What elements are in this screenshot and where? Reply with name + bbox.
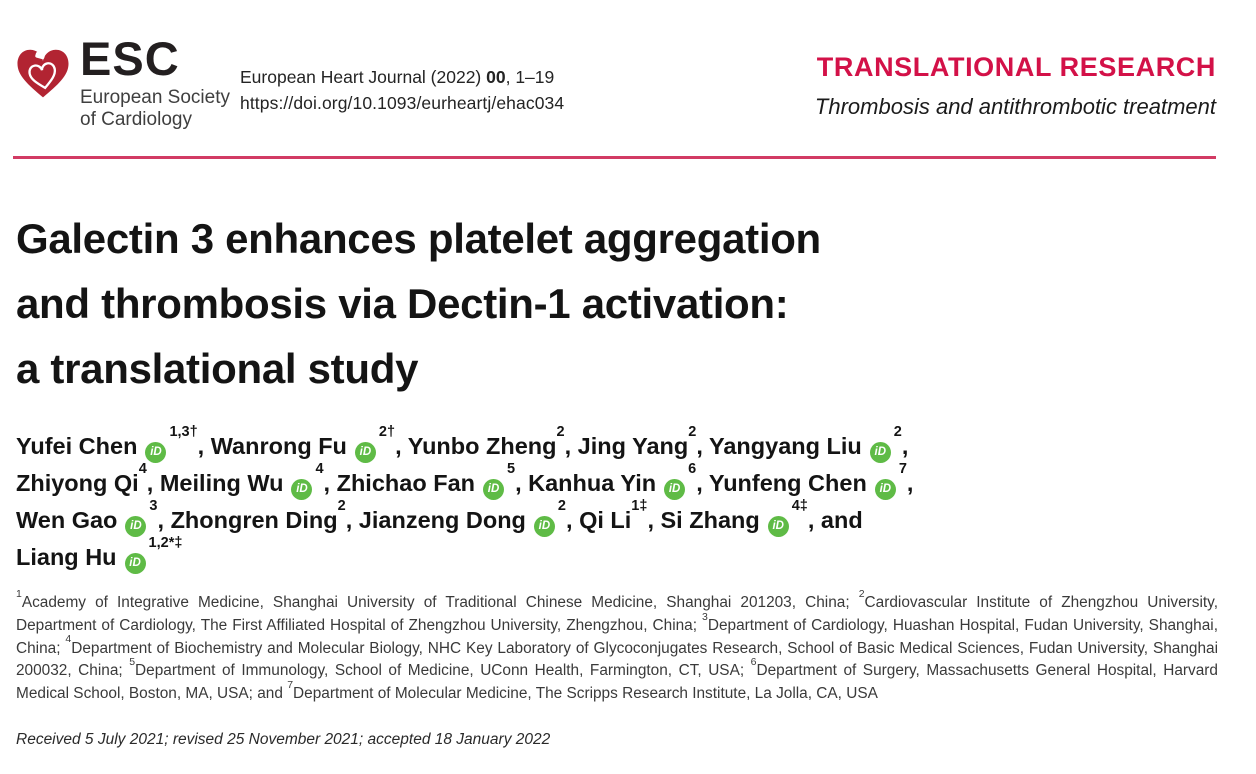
author-name: Liang Hu (16, 544, 117, 570)
affiliations: 1Academy of Integrative Medicine, Shangh… (16, 589, 1219, 706)
affiliation-text: Academy of Integrative Medicine, Shangha… (21, 594, 859, 611)
received-dates: Received 5 July 2021; revised 25 Novembe… (16, 731, 551, 748)
author-superscript: 1,2*‡ (148, 535, 183, 552)
author-separator: , (146, 470, 160, 496)
orcid-icon[interactable]: iD (291, 479, 313, 500)
esc-logo-acronym: ESC (80, 32, 180, 85)
author-name: Yufei Chen (16, 433, 138, 459)
author-name: Kanhua Yin (528, 470, 657, 496)
journal-citation: European Heart Journal (2022) 00, 1–19 (240, 64, 564, 90)
affiliation-number: 1 (16, 587, 22, 600)
author-name: Zhongren Ding (170, 507, 338, 533)
author-name: Yunfeng Chen (708, 470, 867, 496)
article-title-line3: a translational study (16, 345, 419, 392)
author-superscript: 2 (893, 424, 902, 441)
orcid-icon[interactable]: iD (124, 553, 146, 574)
author-line: Zhiyong Qi4, Meiling Wu iD4, Zhichao Fan i… (16, 462, 914, 502)
affiliation-number: 2 (858, 587, 865, 600)
author-name: Zhichao Fan (336, 470, 475, 496)
author-name: Si Zhang (660, 507, 760, 533)
author-line: Yufei Chen iD1,3†, Wanrong Fu iD2†, Yunbo … (16, 425, 913, 465)
affiliation-number: 5 (129, 656, 136, 669)
author-separator: , (566, 507, 580, 533)
journal-meta: European Heart Journal (2022) 00, 1–19 h… (240, 64, 564, 116)
orcid-icon[interactable]: iD (767, 516, 789, 537)
author-superscript: 4 (138, 461, 147, 478)
affiliation-text: Department of Molecular Medicine, The Sc… (293, 685, 878, 703)
author-superscript: 4 (315, 461, 324, 478)
author-separator: , (157, 507, 171, 533)
author-name: Jianzeng Dong (358, 507, 526, 533)
author-separator: , and (807, 507, 863, 533)
author-separator: , (696, 470, 709, 496)
esc-logo-org-line2: of Cardiology (80, 108, 192, 130)
author-superscript: 6 (688, 461, 697, 478)
author-superscript: 2 (688, 424, 697, 441)
author-superscript: 2† (378, 424, 396, 441)
author-separator: , (901, 433, 909, 459)
affiliation-text: Department of Biochemistry and Molecular… (16, 639, 1219, 680)
affiliation-number: 6 (750, 656, 757, 669)
author-separator: , (197, 433, 211, 459)
author-separator: , (647, 507, 661, 533)
affiliation-text: Department of Cardiology, Huashan Hospit… (16, 616, 1218, 657)
author-separator: , (323, 470, 337, 496)
author-name: Wen Gao (16, 507, 118, 533)
affiliation-text: Cardiovascular Institute of Zhengzhou Un… (16, 594, 1218, 634)
journal-citation-prefix: European Heart Journal (2022) (240, 67, 487, 87)
author-separator: , (564, 433, 578, 459)
affiliation-number: 3 (702, 610, 708, 623)
author-superscript: 5 (507, 461, 516, 478)
author-name: Meiling Wu (159, 470, 284, 496)
orcid-icon[interactable]: iD (483, 479, 504, 500)
author-block: Yufei Chen iD1,3†, Wanrong Fu iD2†, Yunbo … (16, 425, 914, 576)
author-superscript: 4‡ (791, 498, 808, 515)
header-rule (13, 156, 1216, 159)
orcid-icon[interactable]: iD (354, 442, 376, 463)
orcid-icon[interactable]: iD (869, 442, 891, 463)
section-title: TRANSLATIONAL RESEARCH (816, 52, 1216, 82)
article-title: Galectin 3 enhances platelet aggregation… (16, 206, 821, 401)
esc-logo-org-line1: European Society (80, 87, 230, 108)
affiliation-number: 7 (287, 679, 294, 692)
article-title-line1: Galectin 3 enhances platelet aggregation (16, 215, 821, 262)
affiliation-text: Department of Surgery, Massachusetts Gen… (16, 662, 1218, 703)
author-superscript: 2 (337, 498, 346, 515)
esc-logo: ESC European Society of Cardiology (14, 34, 230, 130)
orcid-icon[interactable]: iD (533, 516, 555, 537)
author-name: Jing Yang (577, 433, 689, 459)
author-separator: , (395, 433, 408, 459)
affiliation-number: 4 (65, 633, 72, 646)
author-superscript: 7 (898, 461, 907, 478)
author-superscript: 1‡ (631, 498, 648, 515)
author-name: Qi Li (579, 507, 632, 533)
section-banner: TRANSLATIONAL RESEARCH Thrombosis and an… (815, 52, 1216, 120)
section-subtitle: Thrombosis and antithrombotic treatment (814, 94, 1216, 119)
doi-link[interactable]: https://doi.org/10.1093/eurheartj/ehac03… (240, 93, 565, 113)
journal-citation-pages: , 1–19 (505, 67, 555, 87)
article-title-line2: and thrombosis via Dectin-1 activation: (16, 280, 789, 327)
author-name: Zhiyong Qi (16, 470, 139, 496)
author-name: Yangyang Liu (708, 433, 862, 459)
esc-heart-icon (17, 49, 69, 98)
orcid-icon[interactable]: iD (125, 516, 147, 537)
author-superscript: 1,3† (169, 424, 198, 441)
author-separator: , (906, 470, 914, 496)
author-name: Wanrong Fu (210, 433, 347, 459)
author-superscript: 3 (149, 498, 158, 515)
orcid-icon[interactable]: iD (874, 479, 896, 500)
orcid-icon[interactable]: iD (664, 479, 686, 500)
author-separator: , (515, 470, 529, 496)
author-superscript: 2 (557, 498, 566, 515)
author-separator: , (696, 433, 709, 459)
author-line: Liang Hu iD1,2*‡ (16, 536, 913, 576)
author-superscript: 2 (556, 424, 565, 441)
orcid-icon[interactable]: iD (145, 442, 167, 463)
journal-citation-volume: 00 (486, 67, 506, 87)
author-line: Wen Gao iD3, Zhongren Ding2, Jianzeng Don… (16, 499, 913, 539)
author-name: Yunbo Zheng (407, 433, 557, 459)
author-separator: , (345, 507, 359, 533)
affiliation-text: Department of Immunology, School of Medi… (135, 662, 751, 680)
